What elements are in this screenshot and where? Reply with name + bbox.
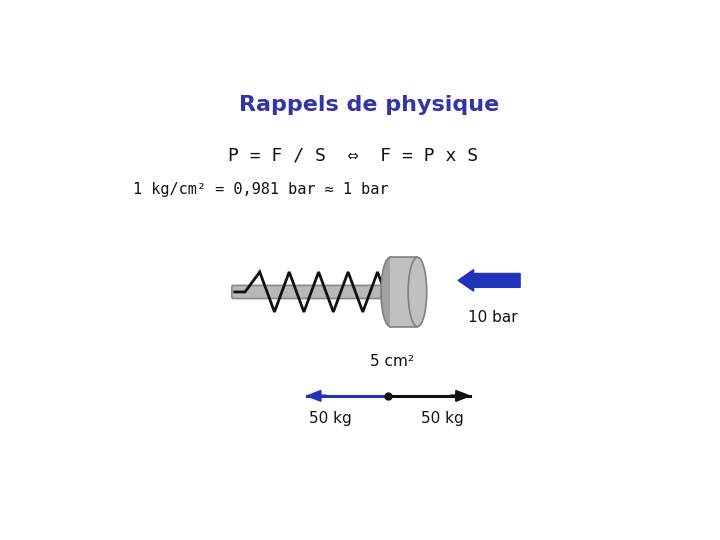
Ellipse shape — [408, 257, 427, 327]
Bar — [390, 257, 418, 327]
Text: 10 bar: 10 bar — [468, 310, 518, 325]
Text: 50 kg: 50 kg — [421, 411, 464, 427]
FancyBboxPatch shape — [232, 286, 394, 299]
FancyArrow shape — [458, 269, 520, 291]
Ellipse shape — [381, 257, 400, 327]
FancyArrow shape — [307, 390, 326, 401]
FancyArrow shape — [451, 390, 469, 401]
Text: P = F / S  ⇔  F = P x S: P = F / S ⇔ F = P x S — [228, 147, 479, 165]
Text: 5 cm²: 5 cm² — [370, 354, 414, 369]
Text: Rappels de physique: Rappels de physique — [239, 95, 499, 115]
Text: 50 kg: 50 kg — [309, 411, 351, 427]
Text: 1 kg/cm² = 0,981 bar ≈ 1 bar: 1 kg/cm² = 0,981 bar ≈ 1 bar — [132, 182, 388, 197]
